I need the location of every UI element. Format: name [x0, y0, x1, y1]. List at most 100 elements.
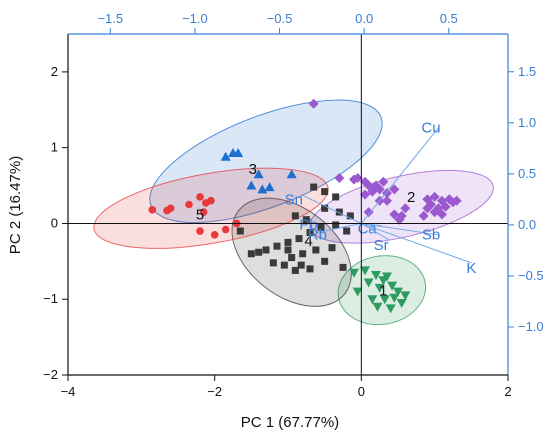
loading-cu-label: Cu [421, 120, 440, 137]
cluster-2-point [389, 184, 400, 195]
loading-rb-label: Rb [308, 227, 327, 244]
cluster-4-point [321, 188, 329, 196]
cluster-4-point [291, 266, 299, 274]
cluster-4-point [332, 193, 340, 201]
loading-cu-vector [360, 127, 439, 224]
cluster-4-point [328, 244, 336, 252]
cluster-1-point [352, 287, 363, 297]
loading-k-label: K [466, 260, 476, 277]
cluster-4-point [321, 204, 329, 212]
cluster-2-point [382, 188, 392, 199]
cluster-2-point [378, 176, 389, 187]
top-tick-label: −1.5 [97, 11, 123, 26]
cluster-3-point [257, 184, 268, 194]
cluster-2-point [367, 186, 378, 197]
cluster-4-point [339, 263, 347, 271]
cluster-5-point [221, 225, 230, 234]
cluster-3-point [264, 182, 275, 192]
cluster-2-point [389, 209, 400, 220]
cluster-1-point [360, 266, 370, 276]
cluster-5-label: 5 [196, 207, 204, 224]
cluster-1-point [378, 276, 389, 286]
cluster-1-point [389, 293, 400, 303]
cluster-5-point [199, 208, 208, 216]
cluster-5-point [166, 204, 175, 213]
cluster-2-point [352, 172, 363, 183]
cluster-4-point [321, 257, 329, 265]
cluster-4-point [299, 250, 307, 258]
right-tick-label: 1.5 [518, 64, 536, 79]
cluster-3-point [253, 169, 264, 179]
y-tick-label: −2 [43, 367, 58, 382]
cluster-4-point [302, 216, 310, 224]
cluster-4-point [332, 221, 340, 229]
cluster-2-point [429, 191, 440, 202]
x-tick-label: 2 [504, 384, 511, 399]
top-tick-label: 0.0 [355, 11, 373, 26]
cluster-2-point [437, 209, 447, 220]
cluster-1-ellipse [337, 255, 427, 326]
cluster-4-point [346, 212, 354, 220]
cluster-4-point [284, 238, 292, 246]
cluster-4-point [335, 208, 343, 216]
cluster-1-point [393, 287, 403, 297]
cluster-2-point [440, 201, 451, 212]
cluster-2-point [429, 207, 440, 218]
cluster-2-point [451, 195, 462, 206]
x-tick-label: −4 [61, 384, 76, 399]
x-tick-label: −2 [207, 384, 222, 399]
cluster-2-point [363, 207, 374, 218]
cluster-3-label: 3 [249, 161, 257, 178]
cluster-2-point [308, 98, 319, 109]
cluster-4-point [273, 242, 281, 250]
cluster-4-point [306, 265, 314, 273]
x-tick-label: 0 [358, 384, 365, 399]
cluster-4-point [284, 246, 292, 254]
right-tick-label: −0.5 [518, 268, 544, 283]
cluster-4-point [247, 250, 255, 258]
y-tick-label: −1 [43, 291, 58, 306]
loading-k-vector [361, 222, 472, 264]
cluster-1-point [387, 281, 398, 291]
cluster-4-point [295, 235, 303, 243]
cluster-2-point [360, 189, 370, 200]
y-tick-label: 0 [51, 215, 58, 230]
x-axis-title: PC 1 (67.77%) [241, 414, 339, 431]
cluster-1-label: 1 [379, 282, 387, 299]
cluster-1-point [379, 295, 390, 305]
cluster-3-point [220, 151, 231, 161]
cluster-3-point [246, 180, 257, 190]
cluster-3-point [286, 169, 297, 179]
top-tick-label: −0.5 [267, 11, 293, 26]
cluster-5-point [196, 193, 204, 201]
loading-sr-label: Sr [374, 237, 389, 254]
right-tick-label: −1.0 [518, 319, 544, 334]
cluster-4-point [262, 246, 270, 254]
y-axis-title: PC 2 (16.47%) [7, 156, 24, 254]
cluster-4-point [280, 261, 288, 269]
cluster-4-point [269, 259, 277, 267]
cluster-5-point [210, 231, 219, 239]
loading-sr-vector [361, 223, 390, 241]
cluster-points: 1 2 3 4 5 [148, 98, 462, 314]
cluster-2-point [418, 210, 429, 221]
right-tick-label: 0.0 [518, 217, 536, 232]
cluster-5-point [148, 206, 157, 214]
cluster-4-point [343, 227, 351, 235]
loading-sn-label: Sn [285, 192, 303, 209]
y-tick-label: 1 [51, 140, 58, 155]
cluster-1-point [371, 270, 381, 280]
cluster-4-point [236, 227, 244, 235]
cluster-4-point [317, 223, 325, 231]
cluster-1-point [400, 291, 411, 301]
cluster-1-point [385, 304, 396, 314]
loading-sb-vector [361, 222, 439, 236]
top-tick-label: −1.0 [182, 11, 208, 26]
cluster-5-point [185, 200, 193, 209]
cluster-2-label: 2 [407, 189, 415, 206]
cluster-2-point [400, 203, 411, 214]
y-tick-label: 2 [51, 64, 58, 79]
top-tick-label: 0.5 [440, 11, 458, 26]
